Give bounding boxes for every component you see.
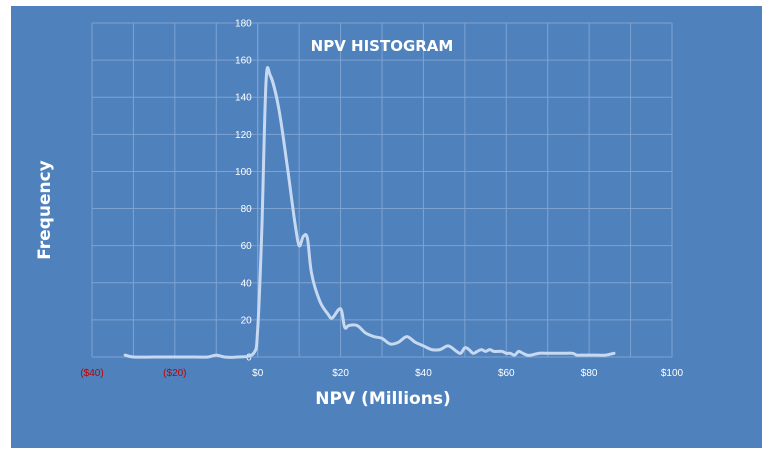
x-tick-label: $20 [332,368,349,379]
axis-layer: 0 20 40 60 80 100 120 140 160 180 ($40) ($20) $0 $20 $… [80,19,683,380]
y-tick-label: 0 [246,353,252,364]
y-axis-title: Frequency [35,160,55,260]
y-tick-label: 40 [241,278,253,289]
x-tick-label: $0 [252,368,264,379]
x-tick-label: $60 [498,368,515,379]
y-tick-label: 100 [235,167,252,178]
y-tick-label: 80 [241,204,253,215]
x-tick-label: ($40) [80,368,103,379]
y-tick-label: 160 [235,56,252,67]
y-tick-label: 120 [235,130,252,141]
chart-title: NPV HISTOGRAM [311,37,454,55]
x-axis-title: NPV (Millions) [315,389,450,409]
npv-histogram-chart: 0 20 40 60 80 100 120 140 160 180 ($40) ($20) $0 $20 $… [35,19,684,410]
x-tick-label: $40 [415,368,432,379]
x-tick-label: ($20) [163,368,186,379]
y-tick-label: 180 [235,19,252,30]
y-tick-label: 140 [235,93,252,104]
x-tick-label: $80 [581,368,598,379]
chart-area: 0 20 40 60 80 100 120 140 160 180 ($40) ($20) $0 $20 $… [11,6,762,448]
y-tick-label: 60 [241,241,253,252]
series-layer [123,66,616,359]
frequency-series-line [123,66,616,359]
x-tick-label: $100 [661,368,684,379]
grid-layer [91,22,673,358]
y-tick-label: 20 [241,315,253,326]
